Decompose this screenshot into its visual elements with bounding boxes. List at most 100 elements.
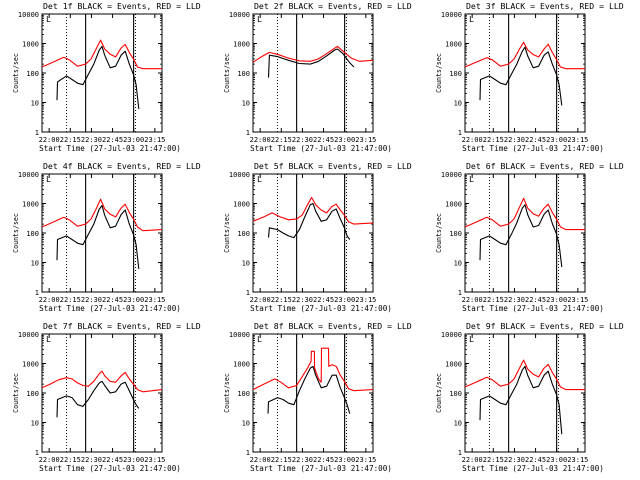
y-tick-label: 10: [242, 260, 250, 268]
x-tick-label: 22:45: [102, 136, 123, 144]
y-tick-label: 100: [237, 70, 250, 78]
x-tick-label: 22:15: [60, 296, 81, 304]
x-tick-label: 22:30: [292, 296, 313, 304]
x-axis-label: Start Time (27-Jul-03 21:47:00): [462, 144, 604, 153]
y-tick-label: 10: [454, 260, 462, 268]
panel-corner-mark: L: [46, 334, 51, 344]
events-series-line: [267, 365, 351, 414]
x-tick-label: 22:00: [39, 296, 60, 304]
panel-title: Det 8f BLACK = Events, RED = LLD: [254, 321, 412, 331]
y-tick-label: 100: [26, 230, 39, 238]
panel-det-5f: Det 5f BLACK = Events, RED = LLD L 1 10 100 1…: [223, 161, 412, 313]
x-tick-label: 22:00: [39, 456, 60, 464]
x-tick-label: 22:30: [504, 296, 525, 304]
x-tick-label: 23:00: [123, 136, 144, 144]
y-tick-label: 1000: [445, 361, 462, 369]
x-tick-label: 23:15: [144, 136, 165, 144]
panel-title: Det 9f BLACK = Events, RED = LLD: [466, 321, 624, 331]
x-tick-label: 22:15: [60, 456, 81, 464]
lld-series-line: [42, 198, 162, 232]
y-tick-label: 1000: [233, 201, 250, 209]
y-tick-label: 10000: [229, 11, 250, 19]
x-axis-label: Start Time (27-Jul-03 21:47:00): [39, 144, 181, 153]
lld-series-line: [42, 370, 162, 393]
x-tick-label: 22:45: [525, 296, 546, 304]
panel-det-8f: Det 8f BLACK = Events, RED = LLD L 1 10 100 1…: [223, 321, 412, 473]
x-tick-label: 22:15: [483, 136, 504, 144]
y-tick-label: 10000: [18, 331, 39, 339]
panel-title: Det 6f BLACK = Events, RED = LLD: [466, 161, 624, 171]
x-tick-label: 22:30: [81, 296, 102, 304]
y-tick-label: 10: [242, 420, 250, 428]
events-series-line: [479, 204, 563, 268]
x-tick-label: 23:15: [567, 136, 588, 144]
y-tick-label: 1: [35, 129, 39, 137]
events-series-line: [56, 45, 140, 110]
plot-frame: [464, 173, 586, 293]
y-tick-label: 10: [242, 100, 250, 108]
panel-corner-mark: L: [257, 174, 262, 184]
y-tick-label: 10000: [18, 171, 39, 179]
events-series-line: [267, 48, 355, 78]
lld-series-line: [253, 45, 373, 63]
panel-title: Det 1f BLACK = Events, RED = LLD: [43, 1, 201, 11]
y-tick-label: 1000: [22, 361, 39, 369]
y-tick-label: 1000: [22, 41, 39, 49]
y-tick-label: 1: [246, 449, 250, 457]
events-series-line: [56, 205, 140, 270]
x-tick-label: 22:15: [271, 456, 292, 464]
lld-series-line: [465, 359, 585, 391]
x-tick-label: 22:30: [504, 456, 525, 464]
x-tick-label: 23:00: [334, 136, 355, 144]
y-axis-label: Counts/sec: [12, 373, 20, 413]
plot-frame: [41, 333, 163, 453]
y-axis-label: Counts/sec: [435, 213, 443, 253]
panel-corner-mark: L: [46, 14, 51, 24]
y-axis-label: Counts/sec: [435, 53, 443, 93]
x-tick-label: 23:00: [123, 296, 144, 304]
plot-frame: [252, 173, 374, 293]
x-tick-label: 23:15: [355, 296, 376, 304]
panel-det-6f: Det 6f BLACK = Events, RED = LLD L 1 10 100 1…: [435, 161, 624, 313]
y-axis-label: Counts/sec: [435, 373, 443, 413]
x-tick-label: 23:15: [144, 296, 165, 304]
panel-det-1f: Det 1f BLACK = Events, RED = LLD L 1 10 100 1…: [12, 1, 201, 153]
x-tick-label: 22:30: [292, 136, 313, 144]
y-tick-label: 10000: [441, 171, 462, 179]
panel-corner-mark: L: [257, 14, 262, 24]
x-tick-label: 22:45: [313, 136, 334, 144]
x-tick-label: 22:00: [462, 136, 483, 144]
panel-title: Det 7f BLACK = Events, RED = LLD: [43, 321, 201, 331]
y-axis-label: Counts/sec: [223, 213, 231, 253]
x-tick-label: 22:15: [483, 456, 504, 464]
x-axis-label: Start Time (27-Jul-03 21:47:00): [250, 464, 392, 473]
x-tick-label: 23:00: [546, 296, 567, 304]
x-axis-label: Start Time (27-Jul-03 21:47:00): [462, 304, 604, 313]
y-tick-label: 10: [454, 420, 462, 428]
x-tick-label: 22:15: [483, 296, 504, 304]
panel-title: Det 4f BLACK = Events, RED = LLD: [43, 161, 201, 171]
y-tick-label: 100: [26, 70, 39, 78]
x-tick-label: 22:30: [292, 456, 313, 464]
y-tick-label: 10000: [441, 331, 462, 339]
panel-corner-mark: L: [257, 334, 262, 344]
y-tick-label: 10000: [441, 11, 462, 19]
x-tick-label: 22:00: [462, 456, 483, 464]
plot-frame: [464, 333, 586, 453]
panel-det-3f: Det 3f BLACK = Events, RED = LLD L 1 10 100 1…: [435, 1, 624, 153]
y-tick-label: 1: [458, 289, 462, 297]
panel-title: Det 2f BLACK = Events, RED = LLD: [254, 1, 412, 11]
events-series-line: [56, 380, 140, 418]
x-tick-label: 23:00: [123, 456, 144, 464]
y-tick-label: 10: [31, 100, 39, 108]
plot-frame: [464, 13, 586, 133]
y-tick-label: 10: [31, 420, 39, 428]
y-tick-label: 10: [31, 260, 39, 268]
y-tick-label: 100: [449, 390, 462, 398]
y-axis-label: Counts/sec: [12, 53, 20, 93]
x-axis-label: Start Time (27-Jul-03 21:47:00): [39, 304, 181, 313]
panel-corner-mark: L: [46, 174, 51, 184]
lld-series-line: [42, 39, 162, 70]
x-tick-label: 22:45: [525, 456, 546, 464]
